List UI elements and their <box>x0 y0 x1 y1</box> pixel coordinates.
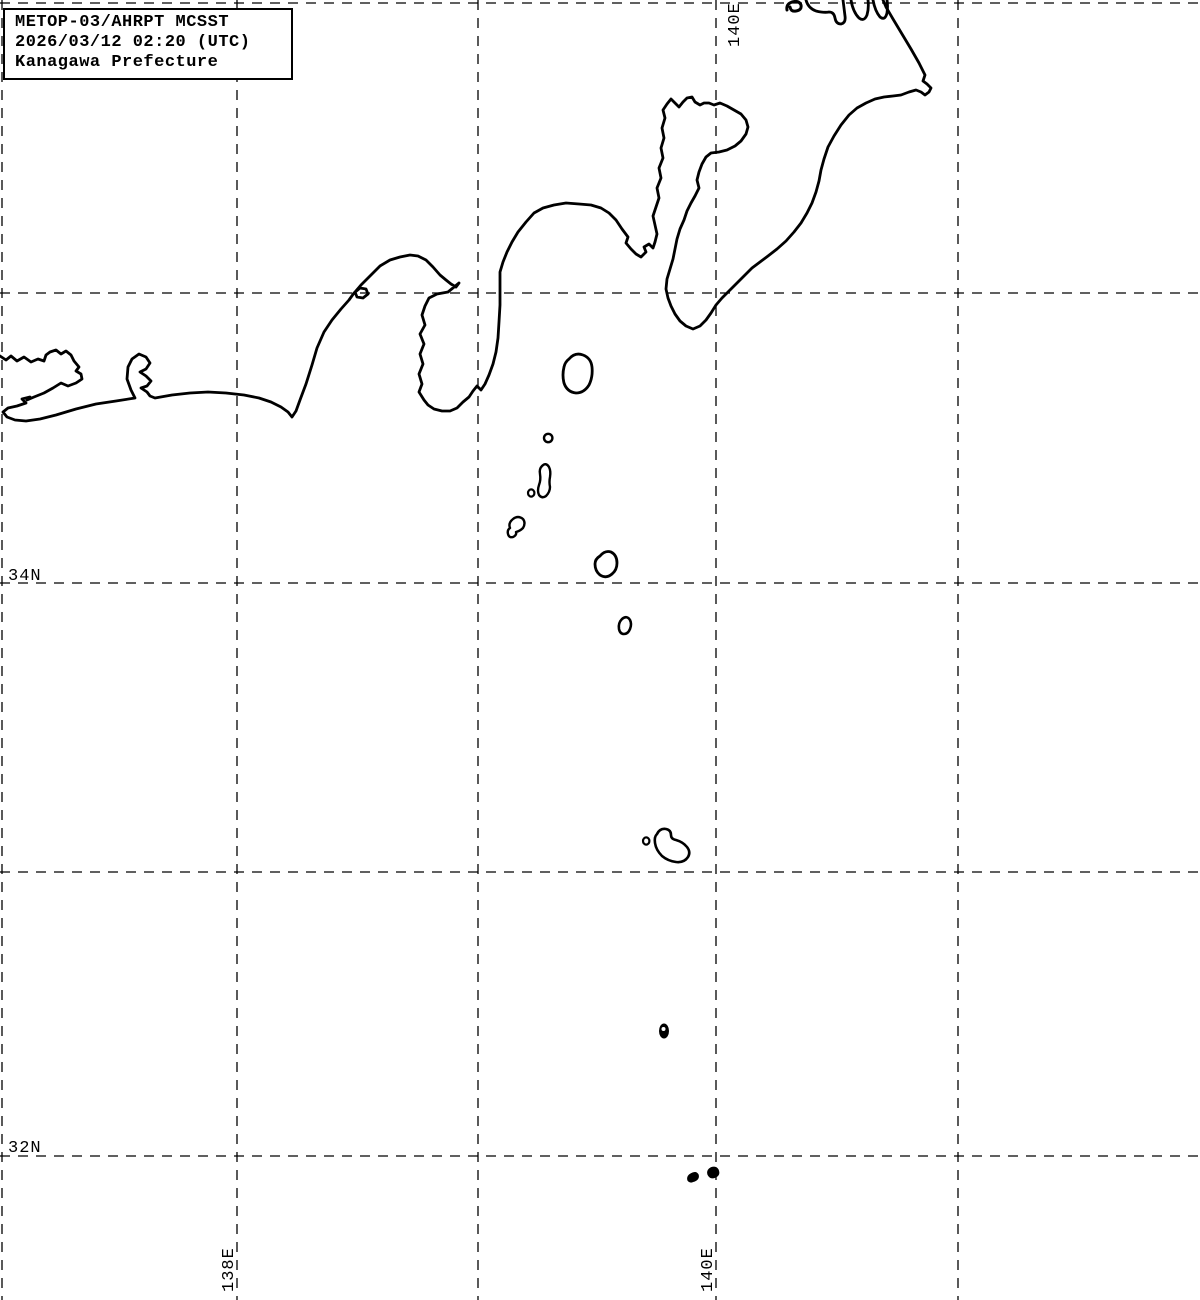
miyakejima-island <box>593 550 619 579</box>
bayonnaise-islet-east <box>707 1166 720 1179</box>
mikurajima-island <box>617 615 633 636</box>
hachijokojima-islet <box>641 836 651 846</box>
tonegawa-fragment-east <box>849 0 889 21</box>
honshu-coastline <box>0 0 933 423</box>
aogashima-island <box>659 1023 669 1039</box>
jinaijima-islet <box>526 488 536 498</box>
latitude-label: 32N <box>8 1139 42 1158</box>
longitude-label: 138E <box>220 1247 239 1292</box>
izu-oshima-island <box>561 352 594 395</box>
region-name: Kanagawa Prefecture <box>15 53 219 72</box>
latitude-label: 34N <box>8 567 42 586</box>
map-title-box: METOP-03/AHRPT MCSST 2026/03/12 02:20 (U… <box>3 8 293 80</box>
kozushima-island <box>506 515 526 539</box>
satellite-product-title: METOP-03/AHRPT MCSST <box>15 13 230 32</box>
tonegawa-fragment-mid <box>804 0 847 26</box>
longitude-label: 140E <box>699 1247 718 1292</box>
longitude-label: 140E <box>726 2 745 47</box>
niijima-island <box>536 463 552 499</box>
toshima-island <box>542 432 554 444</box>
aogashima-crater-dot <box>661 1027 666 1031</box>
tonegawa-fragment-west <box>785 0 803 13</box>
bayonnaise-islet-west <box>687 1171 699 1183</box>
observation-timestamp: 2026/03/12 02:20 (UTC) <box>15 33 251 52</box>
hachijojima-island <box>653 827 691 864</box>
